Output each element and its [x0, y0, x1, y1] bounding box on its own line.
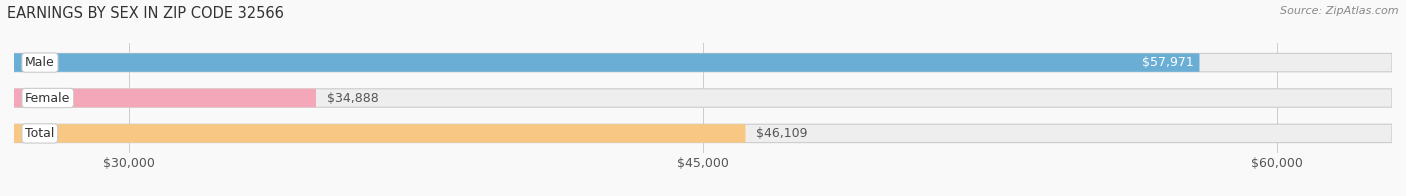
Text: Total: Total [25, 127, 55, 140]
FancyBboxPatch shape [14, 124, 1392, 143]
Text: $46,109: $46,109 [756, 127, 808, 140]
FancyBboxPatch shape [14, 89, 316, 107]
FancyBboxPatch shape [14, 53, 1199, 72]
Text: EARNINGS BY SEX IN ZIP CODE 32566: EARNINGS BY SEX IN ZIP CODE 32566 [7, 6, 284, 21]
Text: $57,971: $57,971 [1142, 56, 1194, 69]
FancyBboxPatch shape [14, 89, 1392, 107]
Text: Source: ZipAtlas.com: Source: ZipAtlas.com [1281, 6, 1399, 16]
Text: Female: Female [25, 92, 70, 104]
Text: Male: Male [25, 56, 55, 69]
FancyBboxPatch shape [14, 124, 745, 143]
FancyBboxPatch shape [14, 53, 1392, 72]
Text: $34,888: $34,888 [328, 92, 378, 104]
